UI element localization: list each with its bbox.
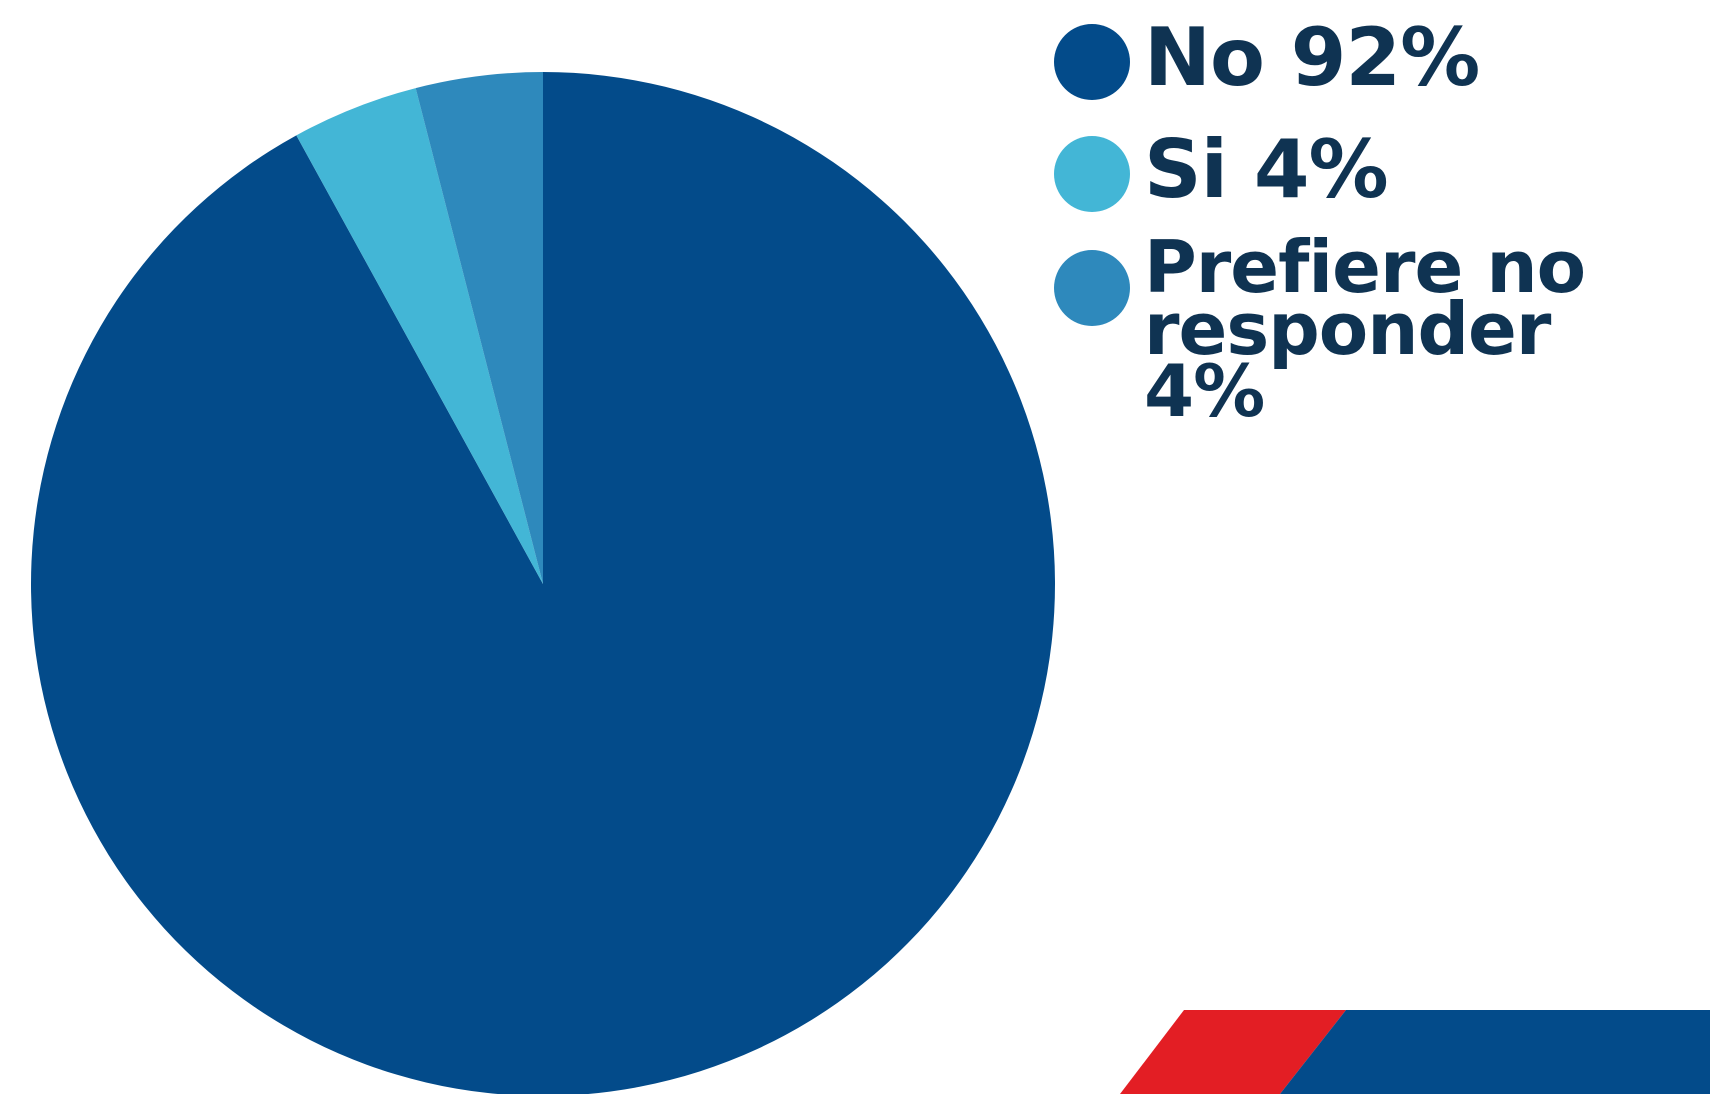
legend-swatch-no	[1054, 24, 1130, 100]
legend-label-si: Si 4%	[1144, 123, 1389, 216]
legend-item-si: Si 4%	[1054, 120, 1694, 228]
pie-slice-prefiere-no-responder	[415, 72, 543, 584]
corner-red-stripe	[1120, 1010, 1346, 1094]
corner-blue-band	[1280, 1010, 1710, 1094]
pie-slice-si	[296, 88, 543, 584]
chart-legend: No 92% Si 4% Prefiere no responder 4%	[1054, 8, 1694, 433]
pie-chart	[30, 72, 1055, 1094]
legend-label-no: No 92%	[1144, 11, 1480, 104]
legend-item-prefiere-no-responder: Prefiere no responder 4%	[1054, 225, 1694, 433]
legend-swatch-si	[1054, 136, 1130, 212]
pie-slice-no	[30, 72, 1055, 1094]
legend-item-no: No 92%	[1054, 8, 1694, 120]
legend-label-prefiere-no-responder: Prefiere no responder 4%	[1144, 225, 1586, 433]
corner-decoration	[1120, 1010, 1710, 1094]
legend-swatch-prefiere-no-responder	[1054, 250, 1130, 326]
